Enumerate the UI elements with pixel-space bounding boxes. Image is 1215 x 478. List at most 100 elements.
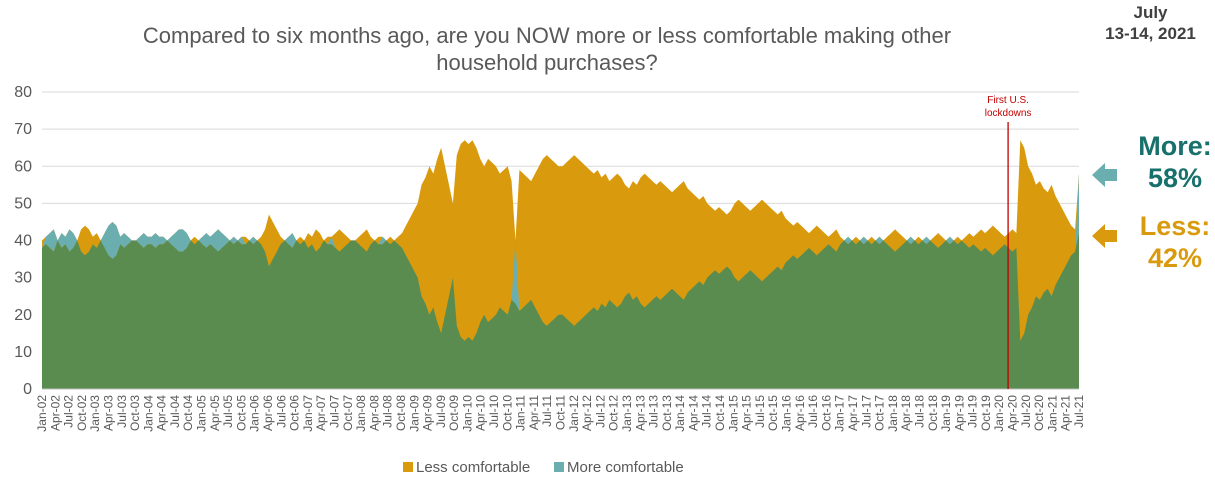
x-tick-label: Jan-08 [354, 395, 368, 432]
arrow-more-icon [1092, 163, 1117, 187]
x-tick-label: Jul-14 [700, 395, 714, 428]
arrow-less-icon [1092, 224, 1117, 248]
x-tick-label: Jan-09 [407, 395, 421, 432]
x-tick-label: Jan-18 [886, 395, 900, 432]
x-tick-label: Oct-18 [926, 395, 940, 431]
x-tick-label: Jan-17 [833, 395, 847, 432]
x-tick-label: Jul-04 [168, 395, 182, 428]
survey-date-month: July [1133, 3, 1168, 22]
callout-more-value: 58% [1147, 163, 1203, 193]
x-tick-label: Apr-09 [421, 395, 435, 431]
survey-date: July 13-14, 2021 [1088, 2, 1213, 44]
x-tick-label: Apr-18 [899, 395, 913, 431]
x-tick-label: Oct-19 [979, 395, 993, 431]
x-tick-label: Jul-02 [62, 395, 76, 428]
x-tick-label: Jan-16 [780, 395, 794, 432]
x-tick-label: Jul-08 [381, 395, 395, 428]
callout-more: More: 58% [1120, 130, 1215, 194]
x-tick-label: Oct-02 [75, 395, 89, 431]
x-tick-label: Oct-20 [1032, 395, 1046, 431]
y-tick-label: 80 [14, 84, 32, 101]
x-tick-label: Jul-11 [540, 395, 554, 427]
legend: Less comfortable More comfortable [403, 459, 684, 476]
legend-label-more: More comfortable [567, 459, 684, 476]
x-tick-label: Jul-13 [647, 395, 661, 428]
x-tick-label: Oct-07 [341, 395, 355, 431]
x-tick-label: Apr-19 [952, 395, 966, 431]
x-tick-label: Oct-12 [607, 395, 621, 431]
x-tick-label: Oct-08 [394, 395, 408, 431]
x-tick-label: Oct-03 [128, 395, 142, 431]
y-tick-label: 10 [14, 344, 32, 361]
x-tick-label: Jan-04 [141, 395, 155, 432]
survey-date-days: 13-14, 2021 [1105, 24, 1196, 43]
legend-label-less: Less comfortable [416, 459, 530, 476]
x-tick-label: Jul-21 [1072, 395, 1086, 428]
x-tick-label: Jul-09 [434, 395, 448, 428]
x-tick-label: Jul-03 [115, 395, 129, 428]
callout-more-label: More: [1138, 131, 1212, 161]
x-tick-label: Apr-14 [686, 395, 700, 431]
x-tick-label: Jan-11 [514, 395, 528, 431]
x-tick-label: Jul-19 [966, 395, 980, 428]
x-tick-label: Jan-03 [88, 395, 102, 432]
x-tick-label: Oct-09 [447, 395, 461, 431]
x-tick-label: Jul-07 [327, 395, 341, 428]
lockdown-annotation: First U.S. lockdowns [985, 95, 1031, 389]
legend-swatch-more [554, 462, 564, 472]
x-tick-label: Oct-10 [500, 395, 514, 431]
x-tick-label: Jul-10 [487, 395, 501, 428]
x-tick-label: Oct-13 [660, 395, 674, 431]
x-tick-label: Apr-06 [261, 395, 275, 431]
x-tick-label: Jan-02 [35, 395, 49, 432]
x-tick-label: Oct-15 [766, 395, 780, 431]
x-tick-label: Apr-03 [101, 395, 115, 431]
x-tick-label: Jan-12 [567, 395, 581, 432]
x-tick-label: Apr-16 [793, 395, 807, 431]
x-tick-label: Oct-16 [819, 395, 833, 431]
x-tick-label: Apr-21 [1059, 395, 1073, 431]
x-tick-label: Jul-17 [859, 395, 873, 428]
x-tick-label: Jul-05 [221, 395, 235, 428]
y-axis: 0 10 20 30 40 50 60 70 80 [14, 84, 32, 398]
x-tick-label: Jul-16 [806, 395, 820, 428]
x-tick-label: Apr-04 [155, 395, 169, 431]
x-tick-label: Apr-15 [740, 395, 754, 431]
x-tick-label: Jan-21 [1045, 395, 1059, 432]
x-tick-label: Apr-11 [527, 395, 541, 430]
callout-less-value: 42% [1147, 243, 1203, 273]
x-tick-label: Apr-07 [314, 395, 328, 431]
x-tick-label: Jan-19 [939, 395, 953, 432]
x-tick-label: Jul-12 [593, 395, 607, 428]
x-tick-label: Apr-13 [633, 395, 647, 431]
lockdown-label-line1: First U.S. [987, 95, 1029, 106]
x-tick-label: Apr-17 [846, 395, 860, 431]
y-tick-label: 70 [14, 121, 32, 138]
x-tick-label: Jan-06 [248, 395, 262, 432]
y-tick-label: 20 [14, 307, 32, 324]
y-tick-label: 50 [14, 195, 32, 212]
callout-less: Less: 42% [1120, 210, 1215, 274]
x-tick-label: Jan-07 [301, 395, 315, 432]
x-axis: Jan-02 Apr-02 Jul-02 Oct-02 Jan-03 Apr-03 Jul-… [35, 395, 1086, 432]
x-tick-label: Oct-05 [234, 395, 248, 431]
y-tick-label: 60 [14, 158, 32, 175]
x-tick-label: Apr-05 [208, 395, 222, 431]
x-tick-label: Jul-15 [753, 395, 767, 428]
area-overlap [42, 233, 1079, 389]
y-tick-label: 30 [14, 270, 32, 287]
x-tick-label: Jan-05 [195, 395, 209, 432]
x-tick-label: Oct-17 [873, 395, 887, 431]
x-tick-label: Jul-20 [1019, 395, 1033, 428]
x-tick-label: Jan-13 [620, 395, 634, 432]
x-tick-label: Oct-04 [181, 395, 195, 431]
x-tick-label: Jan-10 [460, 395, 474, 432]
x-tick-label: Jan-15 [726, 395, 740, 432]
legend-swatch-less [403, 462, 413, 472]
y-tick-label: 40 [14, 233, 32, 250]
x-tick-label: Oct-14 [713, 395, 727, 431]
x-tick-label: Jul-06 [274, 395, 288, 428]
x-tick-label: Apr-02 [48, 395, 62, 431]
chart-title: Compared to six months ago, are you NOW … [142, 23, 952, 75]
